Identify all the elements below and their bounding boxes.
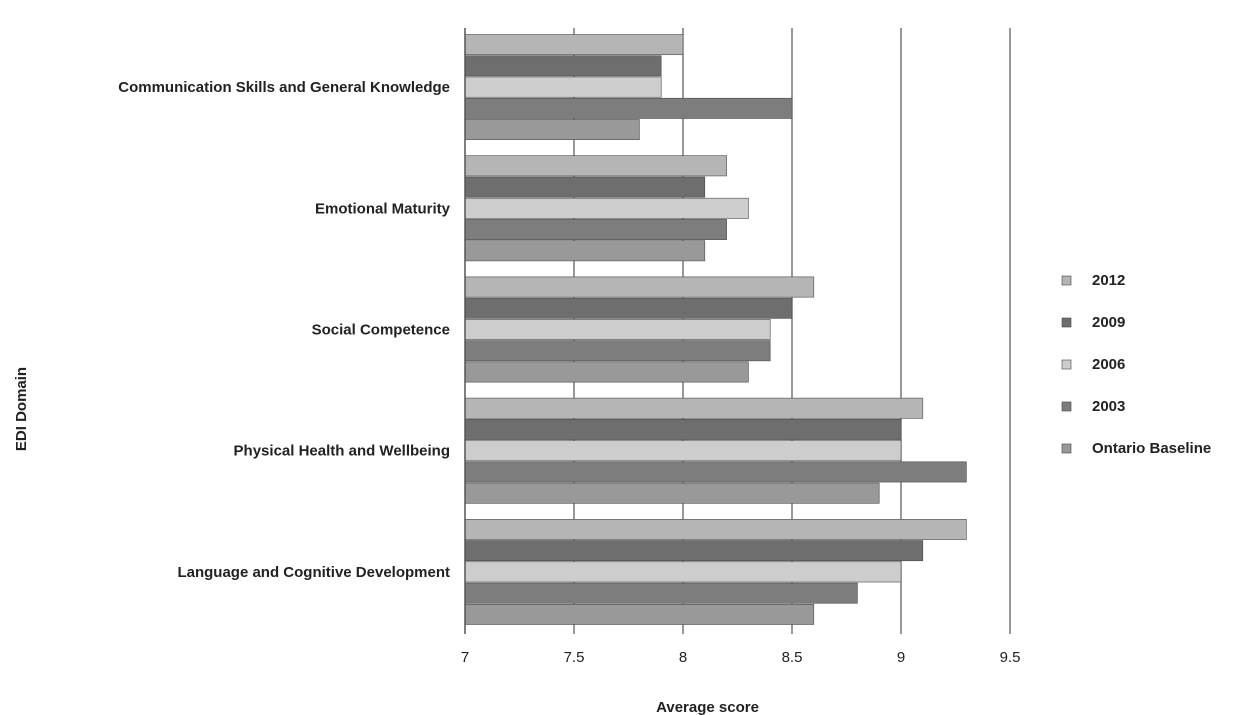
bar-2-4	[464, 361, 749, 383]
bar-3-2	[464, 440, 902, 462]
bar-1-2	[464, 197, 749, 219]
category-label-3: Physical Health and Wellbeing	[234, 443, 450, 460]
x-axis-title: Average score	[656, 699, 759, 715]
bar-1-0	[464, 155, 727, 177]
legend-swatch-0	[1061, 275, 1072, 286]
bar-1-1	[464, 176, 706, 198]
x-tick-label-4: 9	[897, 649, 905, 666]
legend-swatch-3	[1061, 401, 1072, 412]
category-labels: Communication Skills and General Knowled…	[118, 79, 450, 581]
bar-3-1	[464, 419, 902, 440]
bar-0-4	[464, 119, 640, 140]
bar-2-3	[464, 340, 771, 362]
category-label-2: Social Competence	[312, 322, 450, 339]
bar-3-4	[464, 482, 880, 504]
legend-swatch-1	[1061, 317, 1072, 328]
bar-0-3	[464, 97, 793, 119]
bars	[464, 34, 967, 625]
x-tick-label-3: 8.5	[782, 649, 803, 666]
x-tick-label-5: 9.5	[1000, 649, 1021, 666]
bar-4-1	[464, 540, 924, 562]
legend-swatch-2	[1061, 359, 1072, 370]
bar-0-0	[464, 34, 684, 56]
bar-2-0	[464, 276, 815, 298]
category-label-1: Emotional Maturity	[315, 200, 451, 217]
bar-2-1	[464, 297, 793, 319]
bar-3-0	[464, 397, 924, 419]
legend-label-2: 2006	[1092, 356, 1125, 373]
bar-3-3	[464, 461, 967, 483]
legend: 2012 2009 2006 2003 Ontario Baseline	[1061, 272, 1211, 457]
bar-4-2	[464, 561, 902, 583]
bar-0-1	[464, 55, 662, 77]
y-axis-title: EDI Domain	[13, 367, 30, 451]
x-tick-label-2: 8	[679, 649, 687, 666]
category-label-0: Communication Skills and General Knowled…	[118, 79, 450, 96]
bar-4-4	[464, 603, 815, 625]
x-tick-label-0: 7	[461, 649, 469, 666]
legend-label-1: 2009	[1092, 314, 1125, 331]
legend-swatch-4	[1061, 443, 1072, 454]
bar-4-0	[464, 518, 967, 540]
bar-1-3	[464, 219, 727, 240]
x-tick-labels: 7 7.5 8 8.5 9 9.5	[461, 649, 1021, 666]
legend-label-3: 2003	[1092, 398, 1125, 415]
bar-4-3	[464, 582, 858, 604]
bar-0-2	[464, 76, 662, 98]
bar-2-2	[464, 319, 771, 340]
x-tick-label-1: 7.5	[564, 649, 585, 666]
bar-1-4	[464, 240, 706, 262]
legend-label-4: Ontario Baseline	[1092, 440, 1211, 457]
legend-label-0: 2012	[1092, 272, 1125, 289]
category-label-4: Language and Cognitive Development	[177, 564, 450, 581]
